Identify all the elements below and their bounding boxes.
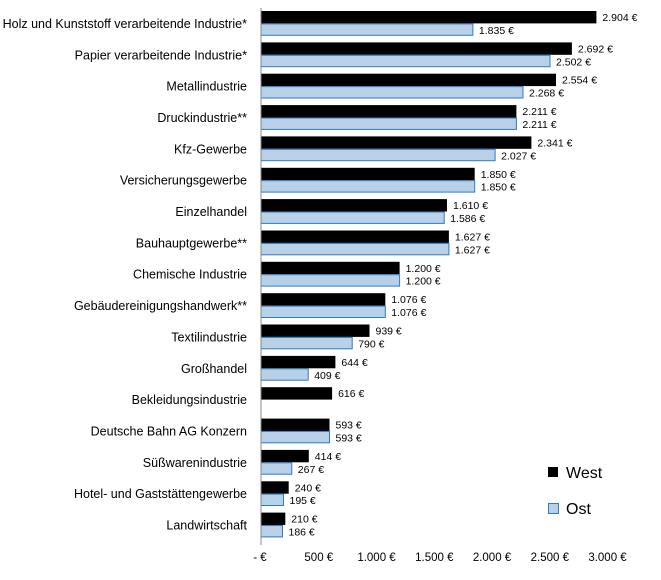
value-label-ost: 1.850 € xyxy=(481,182,516,194)
category-label: Papier verarbeitende Industrie* xyxy=(75,48,247,62)
bar-ost xyxy=(260,336,353,350)
value-label-west: 210 € xyxy=(291,514,317,526)
value-label-ost: 409 € xyxy=(314,370,340,382)
category-label: Hotel- und Gaststättengewerbe xyxy=(74,487,247,501)
value-label-ost: 2.502 € xyxy=(556,56,591,68)
value-label-west: 1.610 € xyxy=(453,200,488,212)
category-label: Bauhauptgewerbe** xyxy=(136,236,247,250)
category-label: Holz und Kunststoff verarbeitende Indust… xyxy=(3,17,247,31)
bar-west xyxy=(261,42,572,55)
x-tick-label: 2.000 € xyxy=(473,552,512,564)
bar-west xyxy=(261,136,532,149)
bar-ost xyxy=(260,148,496,162)
legend-label-west: West xyxy=(566,465,603,482)
bar-west xyxy=(261,230,449,243)
x-tick-label: 1.000 € xyxy=(357,552,396,564)
bar-west xyxy=(261,355,336,369)
bar-ost xyxy=(260,274,401,287)
bar-ost xyxy=(260,54,551,68)
x-tick-label: 1.500 € xyxy=(415,552,454,564)
category-label: Versicherungsgewerbe xyxy=(120,174,247,188)
bar-west xyxy=(261,199,447,212)
value-label-ost: 2.268 € xyxy=(529,88,564,100)
bar-west xyxy=(261,387,333,400)
value-label-west: 414 € xyxy=(315,451,341,463)
bar-west xyxy=(261,293,386,306)
value-label-ost: 1.586 € xyxy=(450,213,485,225)
value-label-ost: 1.627 € xyxy=(455,244,490,256)
legend-swatch-west xyxy=(548,467,558,477)
bar-ost xyxy=(260,525,283,538)
bar-ost xyxy=(260,430,330,444)
bar-ost xyxy=(260,211,445,224)
bar-ost xyxy=(260,86,524,99)
value-label-west: 2.211 € xyxy=(522,106,556,118)
value-label-ost: 186 € xyxy=(289,527,315,539)
bar-ost xyxy=(260,462,293,475)
x-tick-label: 2.500 € xyxy=(531,552,570,564)
bar-west xyxy=(261,481,289,494)
bar-west xyxy=(261,73,556,87)
value-label-west: 2.692 € xyxy=(578,43,613,55)
category-label: Chemische Industrie xyxy=(133,268,247,282)
bar-west xyxy=(261,449,309,463)
bar-west xyxy=(261,167,475,181)
x-tick-label: 500 € xyxy=(304,552,333,564)
value-label-west: 1.850 € xyxy=(481,169,516,181)
value-label-west: 593 € xyxy=(336,420,362,432)
value-label-west: 616 € xyxy=(338,388,364,400)
legend-swatch-ost xyxy=(548,503,559,514)
value-label-west: 939 € xyxy=(376,326,402,338)
bar-west xyxy=(261,324,370,337)
bar-ost xyxy=(260,180,476,193)
value-label-ost: 2.211 € xyxy=(522,119,556,131)
bar-ost xyxy=(260,305,386,319)
value-label-west: 1.627 € xyxy=(455,232,490,244)
bar-west xyxy=(261,512,286,525)
value-label-ost: 195 € xyxy=(290,495,316,507)
category-label: Metallindustrie xyxy=(166,80,247,94)
category-label: Einzelhandel xyxy=(175,205,247,219)
bar-west xyxy=(261,261,400,275)
value-label-ost: 1.200 € xyxy=(406,276,441,288)
value-label-ost: 1.835 € xyxy=(479,25,514,37)
category-label: Deutsche Bahn AG Konzern xyxy=(91,424,247,438)
category-label: Textilindustrie xyxy=(171,330,247,344)
x-tick-label: 3.000 € xyxy=(588,552,627,564)
value-label-ost: 790 € xyxy=(358,338,384,350)
category-label: Gebäudereinigungshandwerk** xyxy=(74,299,247,313)
legend-label-ost: Ost xyxy=(566,501,591,518)
category-label: Landwirtschaft xyxy=(166,519,247,533)
value-label-west: 644 € xyxy=(341,357,367,369)
value-label-west: 240 € xyxy=(295,482,321,494)
bar-ost xyxy=(260,368,309,381)
bar-ost xyxy=(260,242,450,256)
category-label: Großhandel xyxy=(181,362,247,376)
bar-west xyxy=(261,418,330,431)
value-label-ost: 593 € xyxy=(336,432,362,444)
category-label: Süßwarenindustrie xyxy=(143,456,247,470)
bar-west xyxy=(261,105,517,118)
bar-ost xyxy=(260,493,284,507)
category-label: Bekleidungsindustrie xyxy=(132,393,247,407)
value-label-west: 2.341 € xyxy=(537,137,572,149)
value-label-west: 1.200 € xyxy=(406,263,441,275)
x-tick-label: - € xyxy=(253,552,267,564)
bar-ost xyxy=(260,117,517,130)
category-label: Druckindustrie** xyxy=(157,111,247,125)
value-label-west: 2.554 € xyxy=(562,75,597,87)
value-label-west: 2.904 € xyxy=(602,12,637,24)
bar-west xyxy=(261,11,597,24)
value-label-west: 1.076 € xyxy=(391,294,426,306)
bar-ost xyxy=(260,23,474,36)
value-label-ost: 1.076 € xyxy=(391,307,426,319)
value-label-ost: 2.027 € xyxy=(501,150,536,162)
category-label: Kfz-Gewerbe xyxy=(174,142,247,156)
value-label-ost: 267 € xyxy=(298,464,324,476)
